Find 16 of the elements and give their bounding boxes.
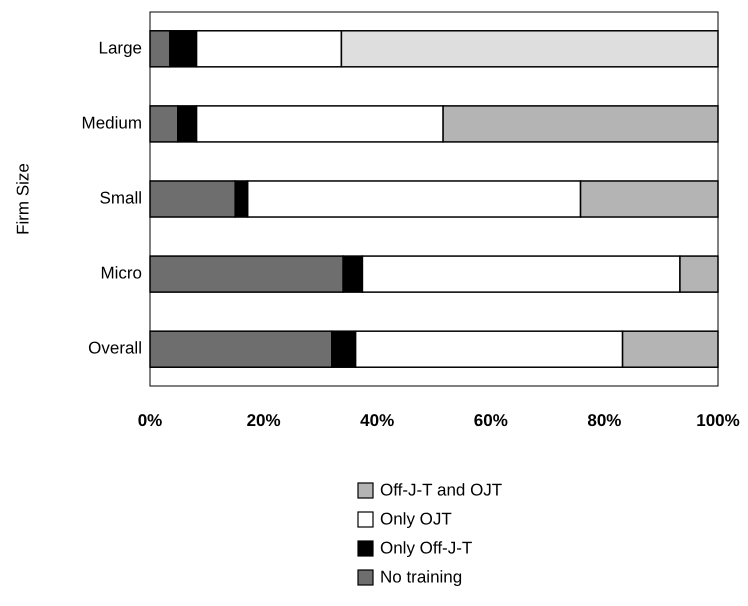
x-tick-label: 60% [474, 411, 508, 430]
x-tick-label: 20% [246, 411, 281, 430]
legend-label: Only OJT [380, 509, 452, 528]
y-tick-label: Medium [82, 113, 142, 132]
y-tick-label: Micro [100, 264, 142, 283]
y-tick-label: Large [98, 38, 142, 58]
x-tick-label: 0% [138, 411, 162, 430]
x-tick-label: 80% [587, 411, 622, 430]
legend-label: No training [380, 567, 462, 586]
legend-label: Only Off-J-T [380, 538, 472, 558]
x-tick-label: 40% [360, 411, 394, 430]
legend-label: Off-J-T and OJT [380, 480, 502, 500]
y-tick-label: Small [99, 188, 142, 208]
y-axis-title: Firm Size [13, 163, 32, 235]
y-tick-label: Overall [88, 338, 142, 358]
x-tick-label: 100% [696, 411, 740, 430]
